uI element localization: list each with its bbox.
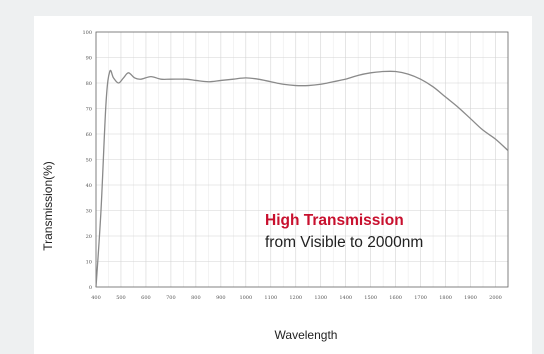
x-tick-label: 1300 [314, 295, 327, 301]
x-tick-label: 900 [216, 295, 226, 301]
y-tick-label: 80 [86, 81, 92, 87]
x-tick-label: 1100 [264, 295, 277, 301]
x-tick-label: 700 [166, 295, 176, 301]
y-axis-label: Transmission(%) [41, 161, 55, 251]
x-tick-label: 600 [141, 295, 151, 301]
x-tick-label: 1900 [464, 295, 477, 301]
x-tick-label: 1500 [364, 295, 377, 301]
y-tick-label: 70 [86, 107, 92, 113]
x-tick-label: 2000 [489, 295, 502, 301]
y-tick-label: 30 [86, 209, 92, 215]
x-tick-label: 1700 [414, 295, 427, 301]
y-tick-label: 90 [86, 56, 92, 62]
x-tick-label: 400 [91, 295, 101, 301]
y-tick-label: 10 [86, 260, 92, 266]
x-tick-label: 1600 [389, 295, 402, 301]
y-tick-labels: 0 10 20 30 40 50 60 70 80 90 100 [82, 30, 92, 291]
x-tick-label: 1200 [289, 295, 302, 301]
series-line [95, 69, 509, 288]
x-tick-labels: 400 500 600 700 800 900 1000 1100 1200 1300 1400 15… [91, 295, 502, 301]
annotation-text: from Visible to 2000nm [265, 234, 423, 251]
x-tick-label: 500 [116, 295, 126, 301]
plot-frame [95, 31, 509, 288]
x-tick-label: 1400 [339, 295, 352, 301]
chart-card: 0 10 20 30 40 50 60 70 80 90 100 400 500 600 700 800 90… [34, 16, 532, 354]
y-tick-label: 60 [86, 132, 92, 138]
x-tick-label: 1000 [239, 295, 252, 301]
transmission-chart: 0 10 20 30 40 50 60 70 80 90 100 400 500 600 700 800 90… [41, 30, 509, 342]
y-tick-label: 100 [82, 30, 92, 36]
x-axis-label: Wavelength [275, 328, 338, 342]
y-tick-label: 20 [86, 234, 92, 240]
annotation-highlight: High Transmission [265, 212, 404, 229]
x-tick-label: 1800 [439, 295, 452, 301]
y-tick-label: 0 [89, 285, 92, 291]
y-tick-label: 50 [86, 158, 92, 164]
x-tick-label: 800 [191, 295, 201, 301]
y-tick-label: 40 [86, 183, 92, 189]
